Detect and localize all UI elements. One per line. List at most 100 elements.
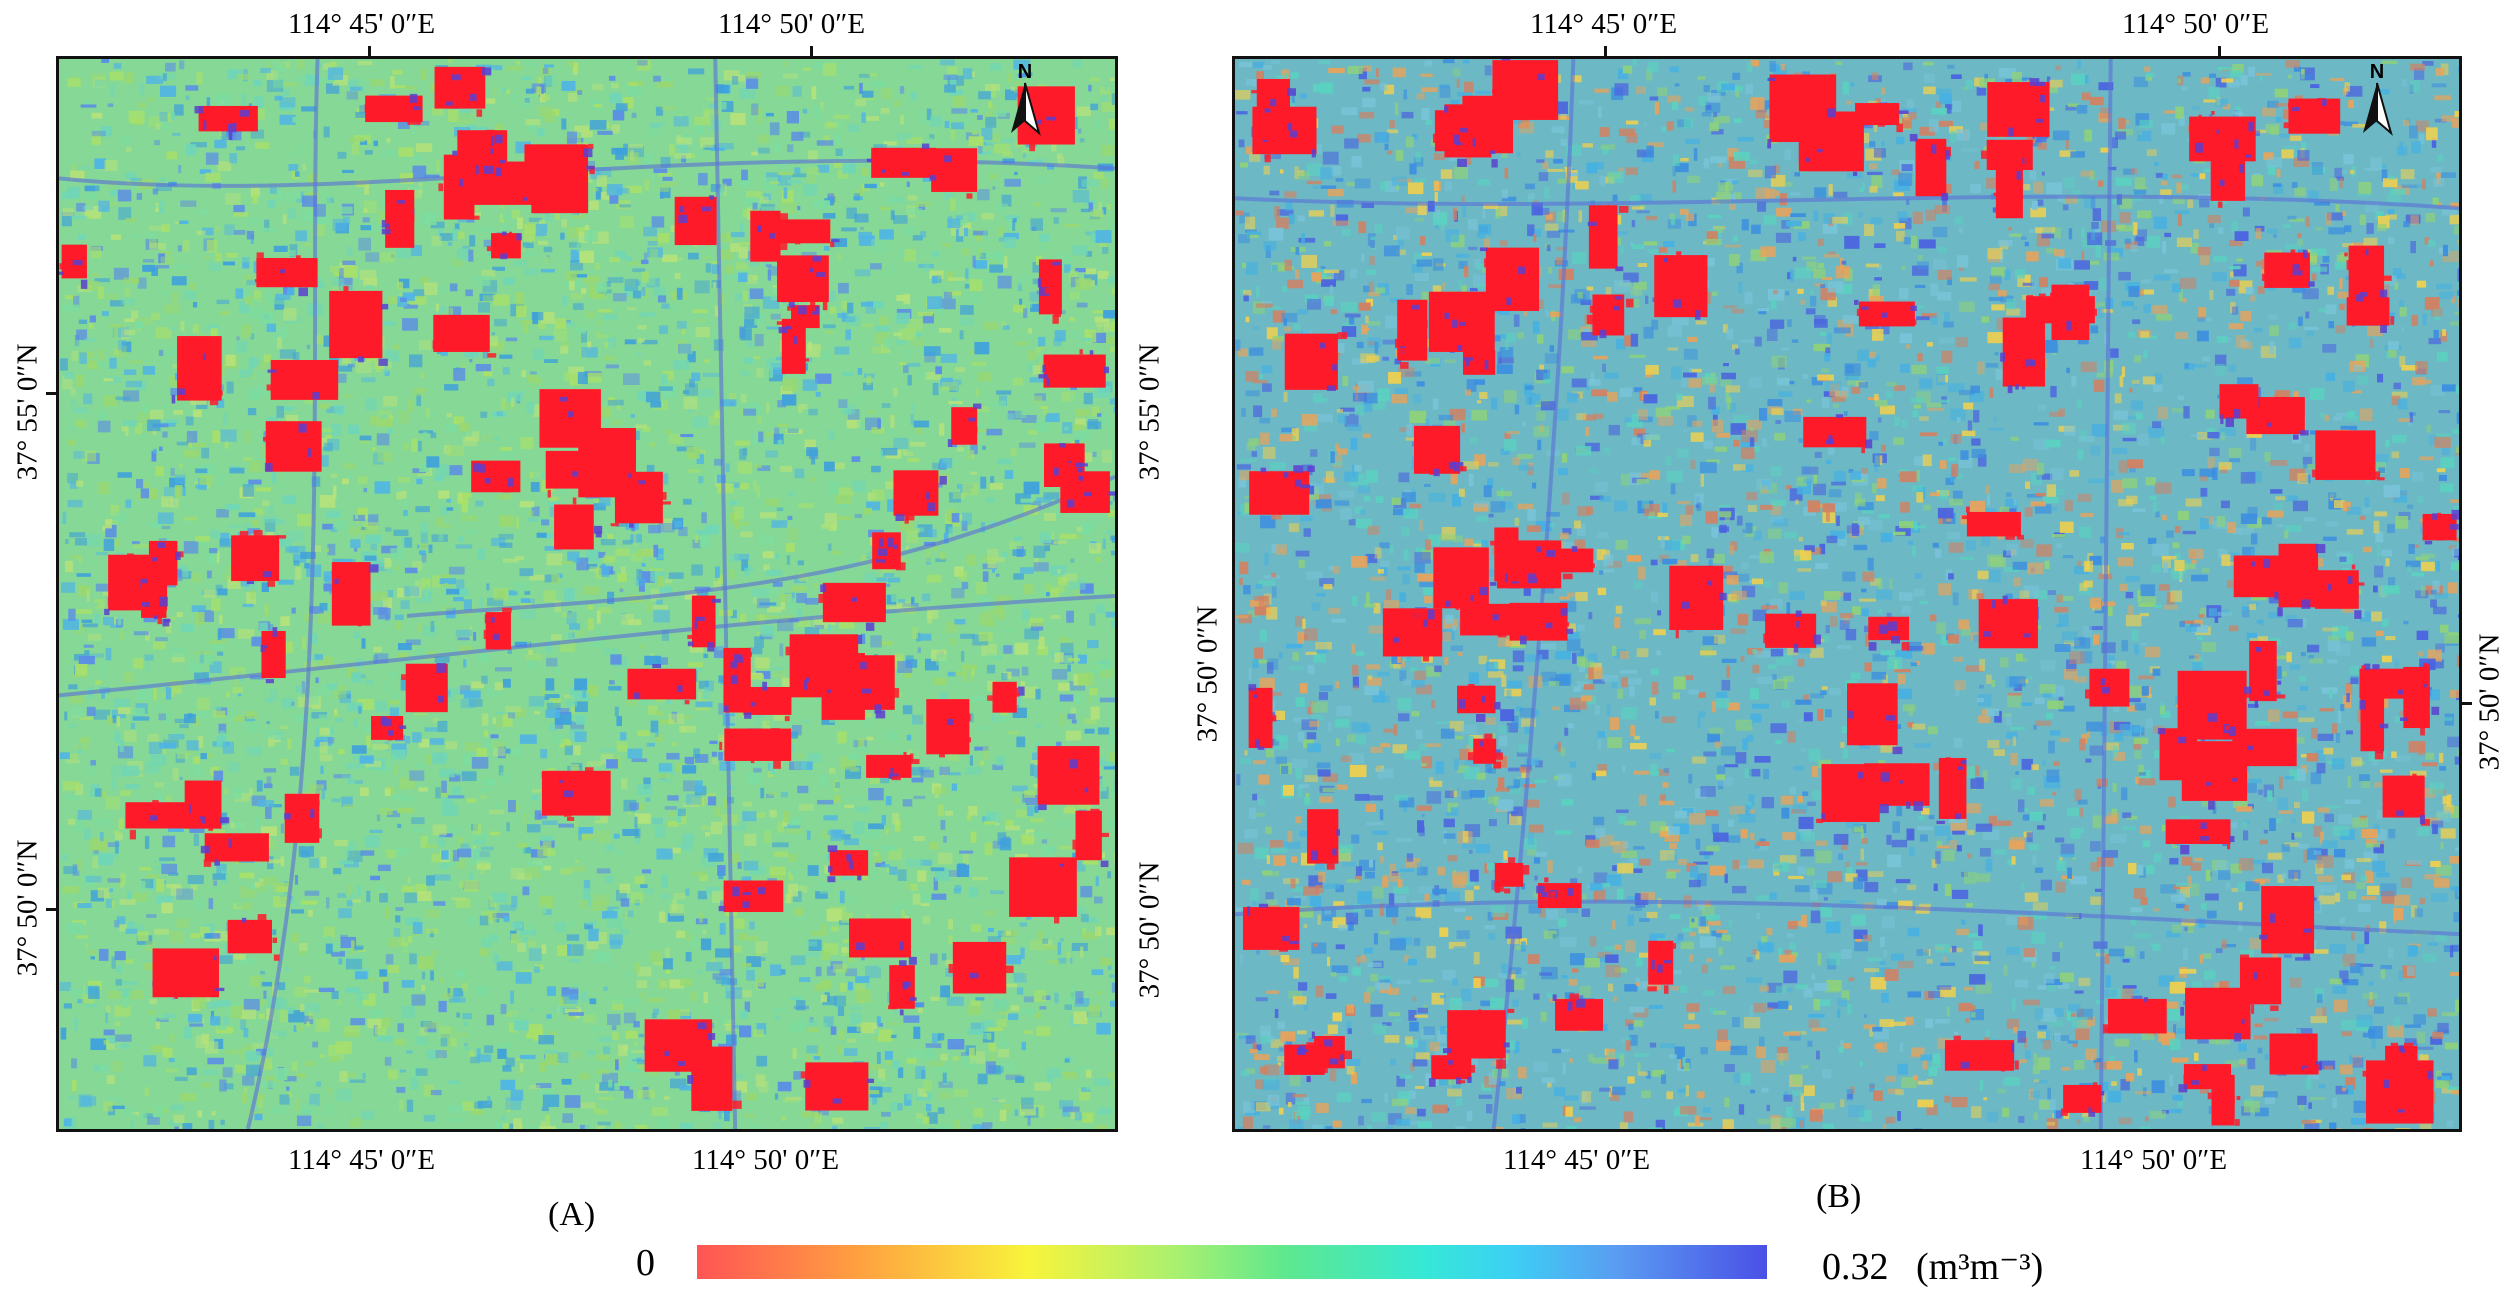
built-up-block — [371, 716, 404, 740]
panel-b-top-tick-1 — [1604, 46, 1607, 56]
built-up-block — [1987, 82, 2050, 137]
panel-a-left-lat-label-2: 37° 50' 0″N — [11, 839, 44, 977]
built-up-block — [331, 562, 371, 626]
built-up-block — [776, 219, 831, 244]
panel-a-bottom-lon-label-2: 114° 50' 0″E — [692, 1144, 840, 1176]
built-up-block — [443, 154, 475, 220]
built-up-block — [781, 318, 806, 374]
built-up-block — [1284, 333, 1338, 390]
built-up-block — [2185, 987, 2251, 1040]
panel-a-map: N — [56, 56, 1118, 1132]
colorbar-min-label: 0 — [636, 1242, 655, 1284]
panel-a-bottom-lon-label-1: 114° 45' 0″E — [288, 1144, 436, 1176]
north-arrow-letter: N — [1017, 61, 1033, 83]
built-up-block — [2181, 741, 2248, 801]
panel-b-right-tick-1 — [2462, 702, 2472, 705]
built-up-block — [1249, 471, 1310, 515]
built-up-block — [2177, 670, 2247, 740]
panel-a-left-tick-2 — [46, 908, 56, 911]
panel-b-north-arrow: N — [2357, 61, 2397, 141]
built-up-block — [2002, 317, 2046, 387]
panel-b-bottom-lon-label-1: 114° 45' 0″E — [1503, 1144, 1651, 1176]
built-up-block — [1494, 527, 1519, 582]
built-up-block — [231, 535, 280, 582]
panel-b-label: (B) — [1816, 1178, 1862, 1215]
north-arrow-letter: N — [2369, 61, 2385, 83]
built-up-block — [849, 918, 911, 958]
built-up-block — [1847, 683, 1898, 746]
built-up-block — [329, 290, 383, 359]
built-up-block — [265, 421, 322, 472]
north-arrow-icon — [2363, 82, 2393, 136]
built-up-block — [385, 189, 415, 248]
built-up-block — [1485, 247, 1540, 311]
built-up-block — [204, 833, 269, 862]
built-up-block — [524, 144, 587, 169]
panel-b-soil-moisture-raster — [1235, 59, 2459, 1129]
north-arrow-icon — [1011, 82, 1041, 136]
built-up-block — [1592, 294, 1625, 336]
panel-a-label: (A) — [548, 1196, 596, 1233]
panel-b-top-tick-2 — [2218, 46, 2221, 56]
panel-a-left-tick-1 — [46, 392, 56, 395]
built-up-block — [2346, 297, 2390, 326]
built-up-block — [2315, 430, 2376, 480]
built-up-block — [2288, 98, 2341, 134]
built-up-block — [1669, 565, 1724, 630]
panel-a-right-lat-label-1: 37° 55' 0″N — [1133, 343, 1166, 481]
panel-b-map: N — [1232, 56, 2462, 1132]
built-up-block — [1038, 259, 1062, 315]
panel-a-soil-moisture-raster — [59, 59, 1115, 1129]
built-up-block — [554, 504, 594, 550]
panel-b-top-lon-label-1: 114° 45' 0″E — [1530, 8, 1678, 40]
panel-a-top-tick-2 — [810, 46, 813, 56]
panel-a-top-lon-label-2: 114° 50' 0″E — [718, 8, 866, 40]
panel-b-top-lon-label-2: 114° 50' 0″E — [2122, 8, 2270, 40]
built-up-block — [1433, 547, 1489, 609]
built-up-block — [866, 754, 912, 778]
built-up-block — [926, 699, 970, 755]
built-up-block — [1542, 548, 1594, 573]
built-up-block — [1765, 613, 1817, 648]
built-up-block — [2211, 1074, 2235, 1126]
colorbar-unit-label: (m³m⁻³) — [1916, 1246, 2044, 1288]
built-up-block — [691, 1046, 733, 1111]
built-up-block — [1447, 1010, 1506, 1059]
built-up-block — [1978, 599, 2038, 649]
built-up-block — [889, 965, 915, 1009]
built-up-block — [1654, 255, 1708, 318]
colorbar-gradient — [697, 1245, 1767, 1279]
panel-b-bottom-lon-label-2: 114° 50' 0″E — [2080, 1144, 2228, 1176]
built-up-block — [822, 582, 886, 623]
built-up-block — [691, 595, 716, 648]
built-up-block — [2366, 1060, 2434, 1124]
built-up-block — [1043, 354, 1106, 388]
panel-a-right-lat-label-2: 37° 50' 0″N — [1133, 861, 1166, 999]
built-up-areas — [59, 66, 1115, 1111]
built-up-block — [743, 686, 792, 715]
panel-a-north-arrow: N — [1005, 61, 1045, 141]
built-up-block — [541, 770, 611, 816]
built-up-block — [2249, 640, 2277, 702]
built-up-block — [1431, 1055, 1472, 1080]
built-up-block — [1915, 138, 1947, 197]
built-up-block — [270, 360, 339, 400]
built-up-block — [1009, 857, 1077, 917]
built-up-block — [2360, 686, 2385, 752]
panel-b-right-lat-label-1: 37° 50' 0″N — [2473, 633, 2506, 771]
built-up-block — [2261, 886, 2315, 954]
panel-a-left-lat-label-1: 37° 55' 0″N — [11, 343, 44, 481]
panel-b-left-lat-label-1: 37° 50' 0″N — [1191, 605, 1224, 743]
built-up-block — [152, 948, 219, 998]
panel-a-top-tick-1 — [368, 46, 371, 56]
built-up-block — [2403, 666, 2430, 729]
built-up-block — [1803, 416, 1867, 448]
built-up-block — [992, 681, 1017, 713]
built-up-block — [789, 634, 859, 698]
colorbar-max-label: 0.32 — [1822, 1246, 1889, 1288]
built-up-block — [2233, 555, 2285, 598]
built-up-block — [1256, 78, 1291, 140]
panel-a-top-lon-label-1: 114° 45' 0″E — [288, 8, 436, 40]
built-up-block — [2315, 570, 2359, 609]
built-up-block — [434, 66, 486, 109]
